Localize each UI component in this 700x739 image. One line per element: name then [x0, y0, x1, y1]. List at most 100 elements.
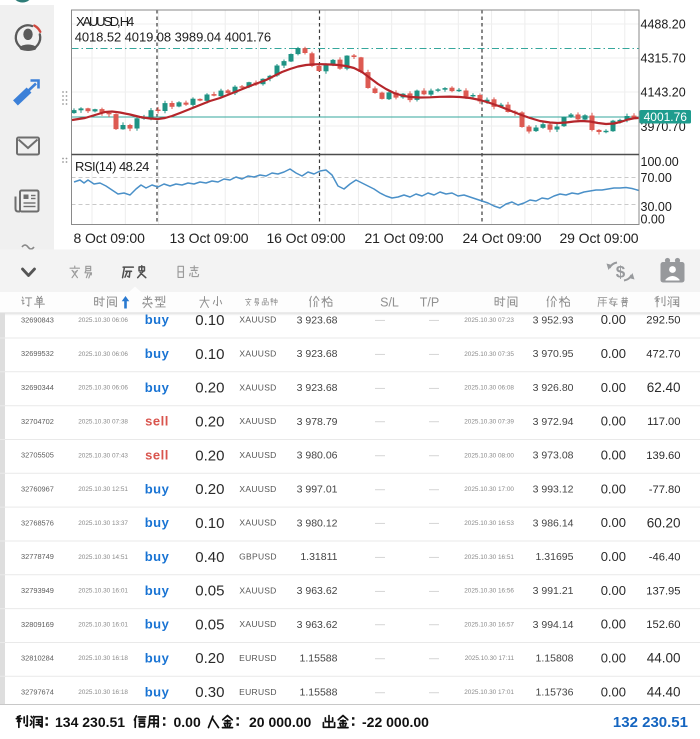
svg-text:—: — [375, 484, 385, 495]
svg-text:3 923.68: 3 923.68 [297, 348, 338, 360]
svg-text:0.00: 0.00 [601, 312, 626, 327]
svg-text:70.00: 70.00 [641, 171, 672, 185]
svg-text:2025.10.30 06:06: 2025.10.30 06:06 [78, 317, 128, 324]
svg-text:2025.10.30 08:00: 2025.10.30 08:00 [464, 452, 514, 459]
svg-text:132 230.51: 132 230.51 [613, 714, 688, 731]
svg-text:0.20: 0.20 [195, 447, 224, 464]
svg-text:0.00: 0.00 [601, 414, 626, 429]
svg-text:0.00: 0.00 [601, 515, 626, 530]
svg-text:0.00: 0.00 [601, 346, 626, 361]
svg-text:2025.10.30 06:06: 2025.10.30 06:06 [78, 385, 128, 392]
svg-text:XAUUSD: XAUUSD [239, 315, 276, 325]
svg-text:2025.10.30 07:23: 2025.10.30 07:23 [464, 317, 514, 324]
svg-text:buy: buy [145, 583, 170, 598]
svg-text:—: — [375, 518, 385, 529]
svg-text:32793949: 32793949 [21, 586, 54, 595]
svg-text:3 963.62: 3 963.62 [297, 585, 338, 597]
svg-text:-77.80: -77.80 [649, 484, 681, 496]
svg-text:1.31811: 1.31811 [300, 551, 337, 563]
svg-text:sell: sell [145, 448, 169, 463]
svg-text:8 Oct 09:00: 8 Oct 09:00 [74, 230, 146, 246]
svg-text:4143.20: 4143.20 [641, 85, 686, 99]
svg-text:0.30: 0.30 [195, 684, 224, 701]
svg-text:—: — [429, 654, 439, 665]
svg-text:0.10: 0.10 [195, 515, 224, 532]
svg-text:32705505: 32705505 [21, 451, 54, 460]
svg-text:2025.10.30 14:51: 2025.10.30 14:51 [78, 554, 128, 561]
svg-text:3 978.79: 3 978.79 [297, 416, 338, 428]
svg-text:—: — [375, 552, 385, 563]
svg-text:62.40: 62.40 [647, 380, 681, 395]
svg-text:13 Oct 09:00: 13 Oct 09:00 [170, 230, 249, 246]
svg-text:XAUUSD: XAUUSD [239, 484, 276, 494]
svg-text:3 963.62: 3 963.62 [297, 619, 338, 631]
svg-text:472.70: 472.70 [646, 348, 680, 360]
svg-text:XAUUSD: XAUUSD [239, 518, 276, 528]
svg-text:2025.10.30 06:08: 2025.10.30 06:08 [464, 385, 514, 392]
svg-text:0.00: 0.00 [601, 583, 626, 598]
svg-text:—: — [429, 518, 439, 529]
svg-text:0.00: 0.00 [601, 549, 626, 564]
svg-text:XAUUSD: XAUUSD [239, 349, 276, 359]
svg-text:buy: buy [145, 549, 170, 564]
svg-text:2025.10.30 07:39: 2025.10.30 07:39 [464, 418, 514, 425]
svg-text:100.00: 100.00 [641, 155, 679, 169]
svg-text:XAUUSD: XAUUSD [239, 619, 276, 629]
svg-text:GBPUSD: GBPUSD [239, 552, 277, 562]
svg-text:44.00: 44.00 [647, 651, 681, 666]
svg-text:3 923.68: 3 923.68 [297, 314, 338, 326]
svg-text:0.10: 0.10 [195, 312, 224, 329]
svg-text:buy: buy [145, 684, 170, 699]
svg-text:1.15736: 1.15736 [536, 687, 574, 699]
svg-text:0.20: 0.20 [195, 413, 224, 430]
svg-text:60.20: 60.20 [647, 515, 681, 530]
svg-text:EURUSD: EURUSD [239, 653, 277, 663]
svg-text:—: — [375, 451, 385, 462]
svg-text:2025.10.30 16:18: 2025.10.30 16:18 [78, 689, 128, 696]
svg-text:2025.10.30 16:57: 2025.10.30 16:57 [464, 621, 514, 628]
svg-text:2025.10.30 16:01: 2025.10.30 16:01 [78, 588, 128, 595]
svg-text:buy: buy [145, 312, 170, 327]
svg-text:—: — [375, 349, 385, 360]
svg-text:3 986.14: 3 986.14 [533, 517, 574, 529]
svg-text:0.20: 0.20 [195, 380, 224, 397]
svg-text:$: $ [616, 262, 626, 281]
svg-text:2025.10.30 07:35: 2025.10.30 07:35 [464, 351, 514, 358]
svg-text:2025.10.30 06:06: 2025.10.30 06:06 [78, 351, 128, 358]
svg-text:3 952.93: 3 952.93 [533, 314, 574, 326]
svg-text:4488.20: 4488.20 [641, 17, 686, 31]
svg-text:32810284: 32810284 [21, 654, 54, 663]
svg-text:3 973.08: 3 973.08 [533, 450, 574, 462]
svg-text:32809169: 32809169 [21, 620, 54, 629]
svg-text:—: — [429, 484, 439, 495]
svg-text:T/P: T/P [420, 295, 439, 309]
svg-text:2025.10.30 17:00: 2025.10.30 17:00 [464, 486, 514, 493]
svg-text:—: — [429, 451, 439, 462]
svg-text:44.40: 44.40 [647, 685, 681, 700]
svg-text:0.00: 0.00 [601, 617, 626, 632]
svg-text:3 923.68: 3 923.68 [297, 382, 338, 394]
svg-text:0.10: 0.10 [195, 346, 224, 363]
svg-text:1.15588: 1.15588 [300, 687, 338, 699]
svg-text:-46.40: -46.40 [649, 551, 681, 563]
svg-text:XAUUSD: XAUUSD [239, 416, 276, 426]
svg-text:2025.10.30 17:11: 2025.10.30 17:11 [465, 655, 515, 662]
svg-text:32690843: 32690843 [21, 315, 54, 324]
svg-text:—: — [429, 687, 439, 698]
svg-text:3 970.95: 3 970.95 [533, 348, 574, 360]
svg-text:3 991.21: 3 991.21 [533, 585, 574, 597]
svg-text:134 230.51: 134 230.51 [55, 714, 125, 730]
svg-text:3 993.12: 3 993.12 [533, 484, 574, 496]
svg-text:2025.10.30 16:18: 2025.10.30 16:18 [78, 655, 128, 662]
svg-text:—: — [375, 417, 385, 428]
svg-text:0.00: 0.00 [601, 651, 626, 666]
svg-text:2025.10.30 13:37: 2025.10.30 13:37 [78, 520, 128, 527]
svg-text:2025.10.30 16:56: 2025.10.30 16:56 [464, 588, 514, 595]
svg-text:0.00: 0.00 [601, 481, 626, 496]
svg-text:buy: buy [145, 617, 170, 632]
svg-text:3 994.14: 3 994.14 [533, 619, 574, 631]
svg-text:3 997.01: 3 997.01 [297, 484, 338, 496]
svg-text:—: — [429, 586, 439, 597]
svg-text:0.20: 0.20 [195, 650, 224, 667]
svg-text:-22 000.00: -22 000.00 [362, 714, 429, 730]
